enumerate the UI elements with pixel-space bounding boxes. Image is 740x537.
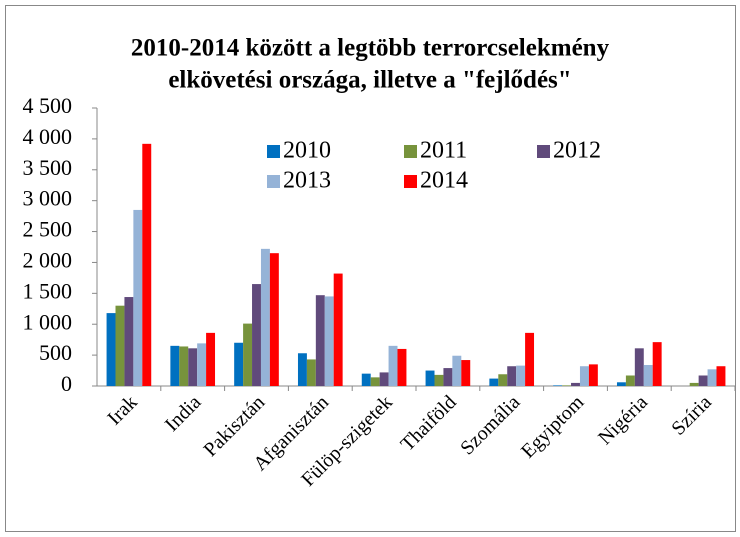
bar <box>498 374 508 386</box>
bar <box>507 366 517 386</box>
bar <box>324 296 334 386</box>
y-tick-label: 4 500 <box>23 93 73 118</box>
bar <box>188 348 198 386</box>
bar <box>379 372 389 386</box>
legend-label: 2012 <box>553 138 601 164</box>
bar <box>142 143 152 386</box>
bar <box>553 385 563 386</box>
bar <box>652 342 662 386</box>
bar <box>634 348 644 386</box>
bar <box>716 366 726 386</box>
legend-swatch <box>404 175 417 188</box>
bar <box>370 377 380 386</box>
legend-label: 2011 <box>420 138 467 164</box>
bar <box>698 375 708 386</box>
bar <box>562 385 572 386</box>
chart-border <box>5 5 736 532</box>
y-tick-label: 1 000 <box>23 309 73 334</box>
bar <box>297 353 307 386</box>
legend-swatch <box>267 175 280 188</box>
y-tick-label: 3 000 <box>23 186 73 211</box>
bar <box>234 342 244 386</box>
bar <box>452 355 462 386</box>
legend-swatch <box>404 145 417 158</box>
bar <box>260 248 270 386</box>
chart-title: elkövetési országa, illetve a "fejlődés" <box>168 67 571 94</box>
y-tick-label: 2 000 <box>23 247 73 272</box>
bar <box>643 364 653 386</box>
bar <box>489 378 499 386</box>
legend-swatch <box>537 145 550 158</box>
y-tick-label: 500 <box>39 340 72 365</box>
bar <box>106 313 116 386</box>
bar <box>516 365 526 386</box>
bar <box>115 305 125 386</box>
bar <box>315 295 325 386</box>
bar <box>197 343 207 386</box>
bar <box>170 345 180 386</box>
bar <box>461 360 471 386</box>
y-tick-label: 2 500 <box>23 217 73 242</box>
bar <box>206 332 216 386</box>
bar <box>306 359 316 386</box>
bar <box>124 297 134 386</box>
bar <box>425 370 435 386</box>
bar <box>388 345 398 386</box>
bar <box>179 346 189 386</box>
bar <box>243 323 253 386</box>
bar <box>616 382 626 386</box>
bar <box>333 273 343 386</box>
bar <box>269 253 279 386</box>
bar <box>689 382 699 386</box>
bar <box>361 373 371 386</box>
bar <box>397 348 407 386</box>
bar <box>434 374 444 386</box>
bar <box>588 364 598 386</box>
bar <box>133 209 143 386</box>
y-tick-label: 0 <box>61 371 72 396</box>
legend-label: 2010 <box>283 138 331 164</box>
y-tick-label: 1 500 <box>23 278 73 303</box>
bar <box>571 382 580 386</box>
bar <box>707 369 717 386</box>
bar <box>525 332 535 386</box>
chart-title: 2010-2014 között a legtöbb terrorcselekm… <box>131 35 610 62</box>
bar <box>625 375 635 386</box>
y-tick-label: 4 000 <box>23 124 73 149</box>
bar <box>579 366 589 386</box>
bar <box>443 368 453 386</box>
y-tick-label: 3 500 <box>23 155 73 180</box>
bar <box>252 284 261 386</box>
legend-label: 2013 <box>283 168 331 194</box>
legend-label: 2014 <box>420 168 468 194</box>
legend-swatch <box>267 145 280 158</box>
